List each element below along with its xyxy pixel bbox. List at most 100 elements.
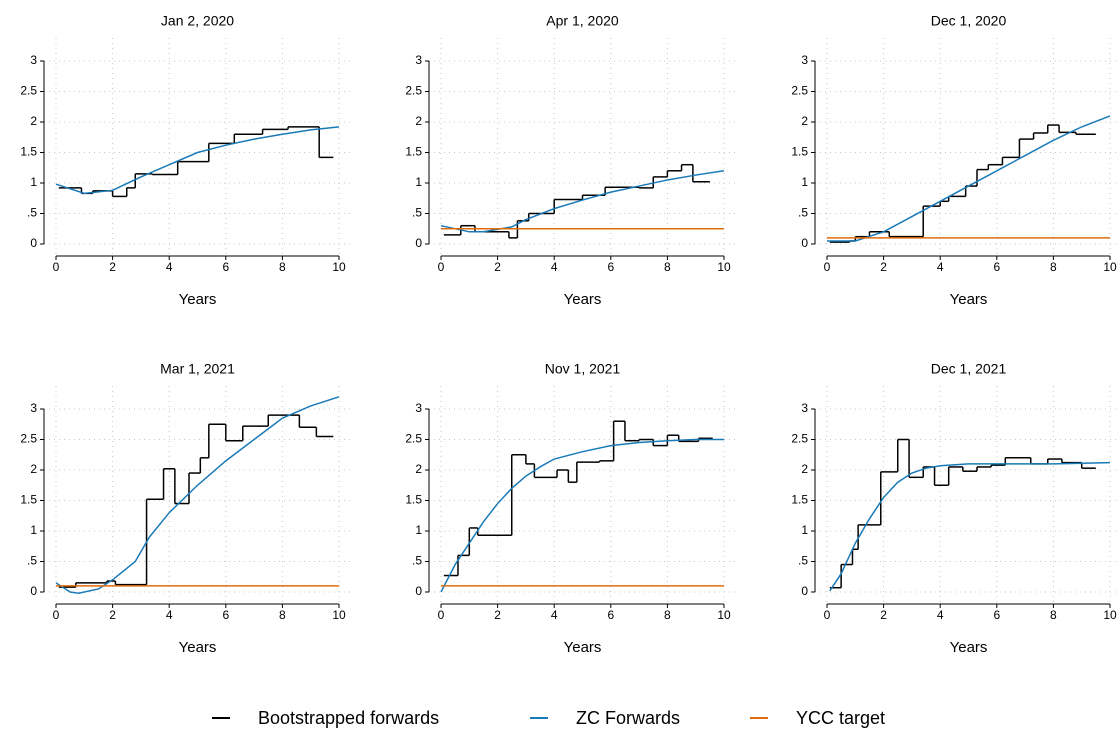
x-axis-label: Years: [179, 291, 217, 308]
y-tick-label: 1: [415, 175, 422, 189]
x-tick-label: 4: [166, 260, 173, 274]
y-tick-label: 2: [30, 114, 37, 128]
x-tick-label: 8: [1050, 260, 1057, 274]
x-tick-label: 8: [279, 260, 286, 274]
x-tick-label: 6: [993, 608, 1000, 622]
x-tick-label: 6: [993, 260, 1000, 274]
y-tick-label: 0: [801, 236, 808, 250]
x-tick-label: 4: [937, 260, 944, 274]
x-tick-label: 0: [438, 260, 445, 274]
x-tick-label: 6: [222, 608, 229, 622]
y-tick-label: 1: [415, 523, 422, 537]
y-tick-label: 1.5: [405, 493, 422, 507]
y-tick-label: 3: [30, 53, 37, 67]
panel-title: Dec 1, 2021: [931, 361, 1007, 377]
y-tick-label: 2: [415, 114, 422, 128]
y-tick-label: 2: [415, 462, 422, 476]
series-line: [55, 126, 340, 195]
y-tick-label: 1.5: [791, 493, 808, 507]
panel-title: Mar 1, 2021: [160, 361, 235, 377]
x-tick-label: 10: [717, 608, 731, 622]
x-axis-label: Years: [950, 291, 988, 308]
y-tick-label: 1: [801, 175, 808, 189]
legend-label: ZC Forwards: [576, 708, 680, 728]
y-tick-label: 3: [30, 401, 37, 415]
y-tick-label: 0: [30, 584, 37, 598]
x-tick-label: 2: [109, 608, 116, 622]
x-tick-label: 10: [332, 608, 346, 622]
x-tick-label: 8: [664, 608, 671, 622]
y-tick-label: 2.5: [405, 432, 422, 446]
y-tick-label: 3: [801, 53, 808, 67]
panel-title: Jan 2, 2020: [161, 13, 234, 29]
x-tick-label: 0: [53, 608, 60, 622]
panel-title: Nov 1, 2021: [545, 361, 621, 377]
series-line: [827, 115, 1111, 242]
x-tick-label: 6: [607, 260, 614, 274]
y-tick-label: .5: [412, 206, 422, 220]
y-tick-label: .5: [412, 554, 422, 568]
x-tick-label: 6: [607, 608, 614, 622]
x-tick-label: 6: [222, 260, 229, 274]
y-tick-label: 0: [415, 584, 422, 598]
y-tick-label: .5: [798, 206, 808, 220]
x-tick-label: 2: [880, 260, 887, 274]
x-tick-label: 4: [551, 260, 558, 274]
x-tick-label: 0: [53, 260, 60, 274]
x-tick-label: 8: [1050, 608, 1057, 622]
x-tick-label: 4: [937, 608, 944, 622]
x-tick-label: 8: [664, 260, 671, 274]
y-tick-label: 2.5: [405, 84, 422, 98]
legend-label: Bootstrapped forwards: [258, 708, 439, 728]
y-tick-label: 0: [30, 236, 37, 250]
x-tick-label: 2: [880, 608, 887, 622]
y-tick-label: 3: [801, 401, 808, 415]
y-tick-label: 1.5: [405, 145, 422, 159]
x-tick-label: 2: [494, 608, 501, 622]
x-axis-label: Years: [564, 291, 602, 308]
y-tick-label: 2: [801, 114, 808, 128]
y-tick-label: .5: [798, 554, 808, 568]
y-tick-label: 1.5: [20, 493, 37, 507]
y-tick-label: 1.5: [20, 145, 37, 159]
x-tick-label: 0: [824, 608, 831, 622]
y-tick-label: 2: [30, 462, 37, 476]
x-tick-label: 10: [1103, 608, 1117, 622]
x-tick-label: 2: [494, 260, 501, 274]
x-axis-label: Years: [564, 639, 602, 656]
x-tick-label: 10: [717, 260, 731, 274]
legend-label: YCC target: [796, 708, 885, 728]
series-line: [55, 396, 340, 594]
x-axis-label: Years: [179, 639, 217, 656]
y-tick-label: 3: [415, 53, 422, 67]
y-tick-label: 2.5: [20, 84, 37, 98]
y-tick-label: 2.5: [791, 432, 808, 446]
panel-title: Dec 1, 2020: [931, 13, 1007, 29]
series-line: [829, 461, 1111, 592]
y-tick-label: 2.5: [791, 84, 808, 98]
x-tick-label: 10: [1103, 260, 1117, 274]
y-tick-label: .5: [27, 206, 37, 220]
y-tick-label: 1: [30, 523, 37, 537]
y-tick-label: 3: [415, 401, 422, 415]
series-line: [440, 170, 725, 233]
y-tick-label: 0: [415, 236, 422, 250]
y-tick-label: .5: [27, 554, 37, 568]
x-tick-label: 10: [332, 260, 346, 274]
y-tick-label: 0: [801, 584, 808, 598]
y-tick-label: 1.5: [791, 145, 808, 159]
x-tick-label: 2: [109, 260, 116, 274]
series-line: [440, 438, 724, 593]
x-tick-label: 4: [166, 608, 173, 622]
panel-title: Apr 1, 2020: [546, 13, 619, 29]
x-tick-label: 4: [551, 608, 558, 622]
y-tick-label: 2: [801, 462, 808, 476]
x-tick-label: 8: [279, 608, 286, 622]
x-tick-label: 0: [438, 608, 445, 622]
y-tick-label: 1: [30, 175, 37, 189]
y-tick-label: 2.5: [20, 432, 37, 446]
x-tick-label: 0: [824, 260, 831, 274]
y-tick-label: 1: [801, 523, 808, 537]
